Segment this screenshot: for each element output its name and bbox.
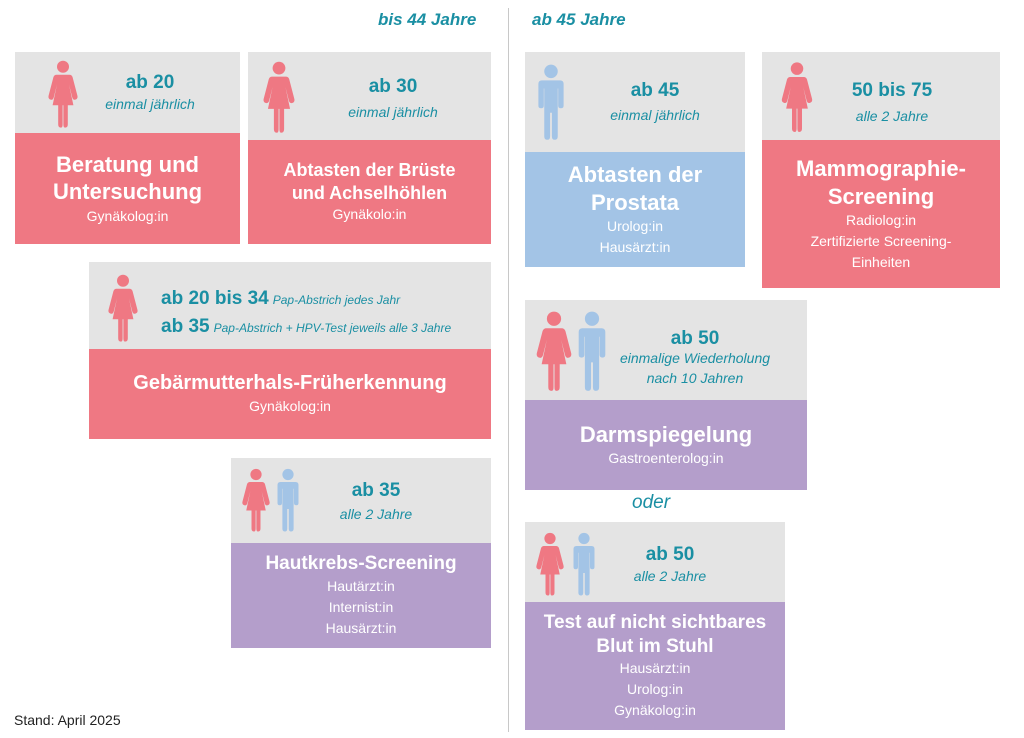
frequency-label: alle 2 Jahre bbox=[633, 568, 707, 584]
card-gebaermutterhals: ab 20 bis 34 Pap-Abstrich jedes Jahr ab 3… bbox=[89, 262, 491, 439]
woman-icon bbox=[262, 60, 296, 134]
age-label: ab 20 bis 34 bbox=[161, 288, 269, 309]
specialist-label-2: Hausärzt:in bbox=[599, 239, 671, 255]
card-body: Hautkrebs-Screening Hautärzt:in Internis… bbox=[231, 543, 491, 648]
woman-icon bbox=[241, 468, 271, 532]
specialist-label-3: Einheiten bbox=[851, 254, 911, 270]
card-title-line1: Hautkrebs-Screening bbox=[265, 553, 457, 575]
card-header: 50 bis 75 alle 2 Jahre bbox=[762, 52, 1000, 140]
specialist-label: Gastroenterolog:in bbox=[608, 450, 724, 467]
card-body: Abtasten der Prostata Urolog:in Hausärzt… bbox=[525, 152, 745, 267]
card-body: Gebärmutterhals-Früherkennung Gynäkolog:… bbox=[89, 349, 491, 439]
specialist-label-3: Gynäkolog:in bbox=[614, 702, 696, 719]
specialist-label: Gynäkolog:in bbox=[86, 207, 169, 224]
or-label: oder bbox=[632, 492, 671, 513]
frequency-label: Pap-Abstrich jedes Jahr bbox=[272, 293, 401, 307]
specialist-label: Gynäkolo:in bbox=[332, 206, 407, 222]
column-header-left: bis 44 Jahre bbox=[378, 10, 477, 29]
column-header-right: ab 45 Jahre bbox=[532, 10, 626, 29]
card-body: Test auf nicht sichtbares Blut im Stuhl … bbox=[525, 602, 785, 730]
specialist-label-1: Radiolog:in bbox=[845, 212, 917, 228]
card-body: Mammographie- Screening Radiolog:in Zert… bbox=[762, 140, 1000, 288]
card-prostata: ab 45 einmal jährlich Abtasten der Prost… bbox=[525, 52, 745, 267]
card-stuhltest: ab 50 alle 2 Jahre Test auf nicht sichtb… bbox=[525, 522, 785, 730]
woman-icon bbox=[535, 310, 573, 392]
card-title-line1: Test auf nicht sichtbares bbox=[543, 611, 767, 633]
age-label: ab 30 bbox=[368, 76, 418, 97]
card-header: ab 20 bis 34 Pap-Abstrich jedes Jahr ab 3… bbox=[89, 262, 491, 349]
card-header: ab 20 einmal jährlich bbox=[15, 52, 240, 133]
woman-icon bbox=[47, 60, 79, 128]
card-title-line1: Abtasten der bbox=[567, 162, 703, 187]
card-title-line1: Beratung und bbox=[56, 151, 199, 177]
frequency-label: einmal jährlich bbox=[105, 96, 195, 112]
age-label: ab 50 bbox=[645, 544, 695, 565]
card-abtasten-brueste: ab 30 einmal jährlich Abtasten der Brüst… bbox=[248, 52, 491, 244]
card-body: Darmspiegelung Gastroenterolog:in bbox=[525, 400, 807, 490]
age-label: ab 20 bbox=[125, 72, 175, 93]
specialist-label-2: Urolog:in bbox=[626, 681, 684, 698]
age-label: ab 50 bbox=[670, 328, 720, 349]
man-icon bbox=[273, 468, 303, 532]
card-title-line1: Abtasten der Brüste bbox=[283, 160, 456, 180]
card-title-line2: Blut im Stuhl bbox=[596, 635, 714, 657]
frequency-label: alle 2 Jahre bbox=[339, 506, 413, 522]
card-darmspiegelung: ab 50 einmalige Wiederholung nach 10 Jah… bbox=[525, 300, 807, 490]
column-divider bbox=[508, 8, 509, 732]
card-header: ab 30 einmal jährlich bbox=[248, 52, 491, 140]
frequency-label: einmal jährlich bbox=[610, 107, 700, 123]
card-title-line1: Gebärmutterhals-Früherkennung bbox=[133, 372, 447, 394]
frequency-label: Pap-Abstrich + HPV-Test jeweils alle 3 J… bbox=[213, 321, 452, 335]
specialist-label-1: Hausärzt:in bbox=[619, 660, 691, 677]
card-mammographie: 50 bis 75 alle 2 Jahre Mammographie- Scr… bbox=[762, 52, 1000, 288]
man-icon bbox=[573, 310, 611, 392]
age-label: ab 35 bbox=[351, 480, 401, 501]
card-beratung: ab 20 einmal jährlich Beratung und Unter… bbox=[15, 52, 240, 244]
specialist-label-1: Hautärzt:in bbox=[327, 577, 395, 594]
card-header: ab 45 einmal jährlich bbox=[525, 52, 745, 152]
age-label: 50 bis 75 bbox=[851, 80, 933, 101]
specialist-label: Gynäkolog:in bbox=[249, 398, 331, 414]
woman-icon bbox=[535, 532, 565, 596]
age-label: ab 45 bbox=[630, 80, 680, 101]
specialist-label-2: Internist:in bbox=[328, 598, 394, 615]
woman-icon bbox=[107, 274, 139, 342]
frequency-label: einmal jährlich bbox=[348, 104, 438, 120]
card-title-line1: Darmspiegelung bbox=[579, 421, 753, 447]
card-title-line2: Untersuchung bbox=[52, 179, 203, 204]
card-hautkrebs: ab 35 alle 2 Jahre Hautkrebs-Screening H… bbox=[231, 458, 491, 648]
frequency-label-2: nach 10 Jahren bbox=[646, 370, 744, 386]
specialist-label-2: Zertifizierte Screening- bbox=[810, 233, 952, 249]
pap-line-1: ab 20 bis 34 Pap-Abstrich jedes Jahr bbox=[161, 288, 400, 310]
specialist-label-3: Hausärzt:in bbox=[325, 619, 397, 636]
card-body: Beratung und Untersuchung Gynäkolog:in bbox=[15, 133, 240, 244]
frequency-label: alle 2 Jahre bbox=[855, 108, 929, 124]
man-icon bbox=[533, 60, 569, 144]
card-title-line2: und Achselhöhlen bbox=[291, 182, 448, 203]
frequency-label-1: einmalige Wiederholung bbox=[619, 350, 771, 366]
specialist-label-1: Urolog:in bbox=[606, 218, 664, 234]
card-title-line2: Screening bbox=[827, 183, 935, 209]
woman-icon bbox=[780, 62, 814, 132]
pap-line-2: ab 35 Pap-Abstrich + HPV-Test jeweils all… bbox=[161, 316, 451, 338]
card-title-line1: Mammographie- bbox=[796, 156, 966, 181]
card-header: ab 50 einmalige Wiederholung nach 10 Jah… bbox=[525, 300, 807, 400]
card-body: Abtasten der Brüste und Achselhöhlen Gyn… bbox=[248, 140, 491, 244]
card-header: ab 50 alle 2 Jahre bbox=[525, 522, 785, 602]
age-label: ab 35 bbox=[161, 316, 210, 337]
card-title-line2: Prostata bbox=[590, 189, 680, 215]
stand-date: Stand: April 2025 bbox=[14, 712, 121, 728]
card-header: ab 35 alle 2 Jahre bbox=[231, 458, 491, 543]
